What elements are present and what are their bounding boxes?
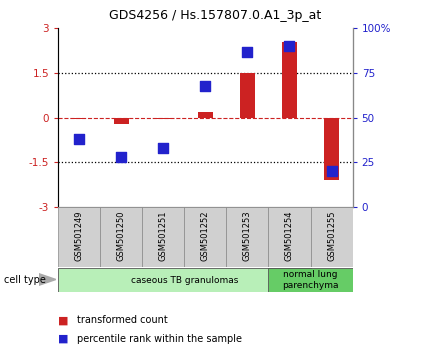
Point [118, 154, 125, 160]
Bar [198, 112, 213, 118]
Point [160, 145, 167, 151]
Point [244, 49, 251, 55]
Bar [72, 118, 86, 119]
Bar [114, 118, 129, 124]
Text: ■: ■ [58, 315, 68, 325]
Text: GSM501253: GSM501253 [243, 210, 252, 261]
Text: GDS4256 / Hs.157807.0.A1_3p_at: GDS4256 / Hs.157807.0.A1_3p_at [109, 9, 321, 22]
Text: normal lung
parenchyma: normal lung parenchyma [282, 270, 339, 290]
Bar [268, 268, 353, 292]
Text: GSM501255: GSM501255 [327, 210, 336, 261]
Bar [58, 268, 310, 292]
Bar [240, 73, 255, 118]
Bar [282, 42, 297, 118]
Text: ■: ■ [58, 334, 68, 344]
Bar [268, 207, 310, 267]
Bar [58, 207, 100, 267]
Point [286, 44, 293, 49]
Bar [142, 207, 184, 267]
Text: GSM501250: GSM501250 [117, 210, 126, 261]
Point [328, 169, 335, 174]
Bar [156, 118, 171, 119]
Text: GSM501254: GSM501254 [285, 210, 294, 261]
Bar [184, 207, 226, 267]
Bar [310, 207, 353, 267]
Text: GSM501251: GSM501251 [159, 210, 168, 261]
Polygon shape [39, 274, 56, 285]
Text: caseous TB granulomas: caseous TB granulomas [131, 275, 238, 285]
Text: transformed count: transformed count [77, 315, 168, 325]
Text: percentile rank within the sample: percentile rank within the sample [77, 334, 243, 344]
Text: GSM501249: GSM501249 [74, 210, 83, 261]
Bar [100, 207, 142, 267]
Text: GSM501252: GSM501252 [201, 210, 210, 261]
Bar [324, 118, 339, 180]
Text: cell type: cell type [4, 275, 46, 285]
Point [202, 83, 209, 88]
Point [76, 136, 83, 142]
Bar [226, 207, 268, 267]
